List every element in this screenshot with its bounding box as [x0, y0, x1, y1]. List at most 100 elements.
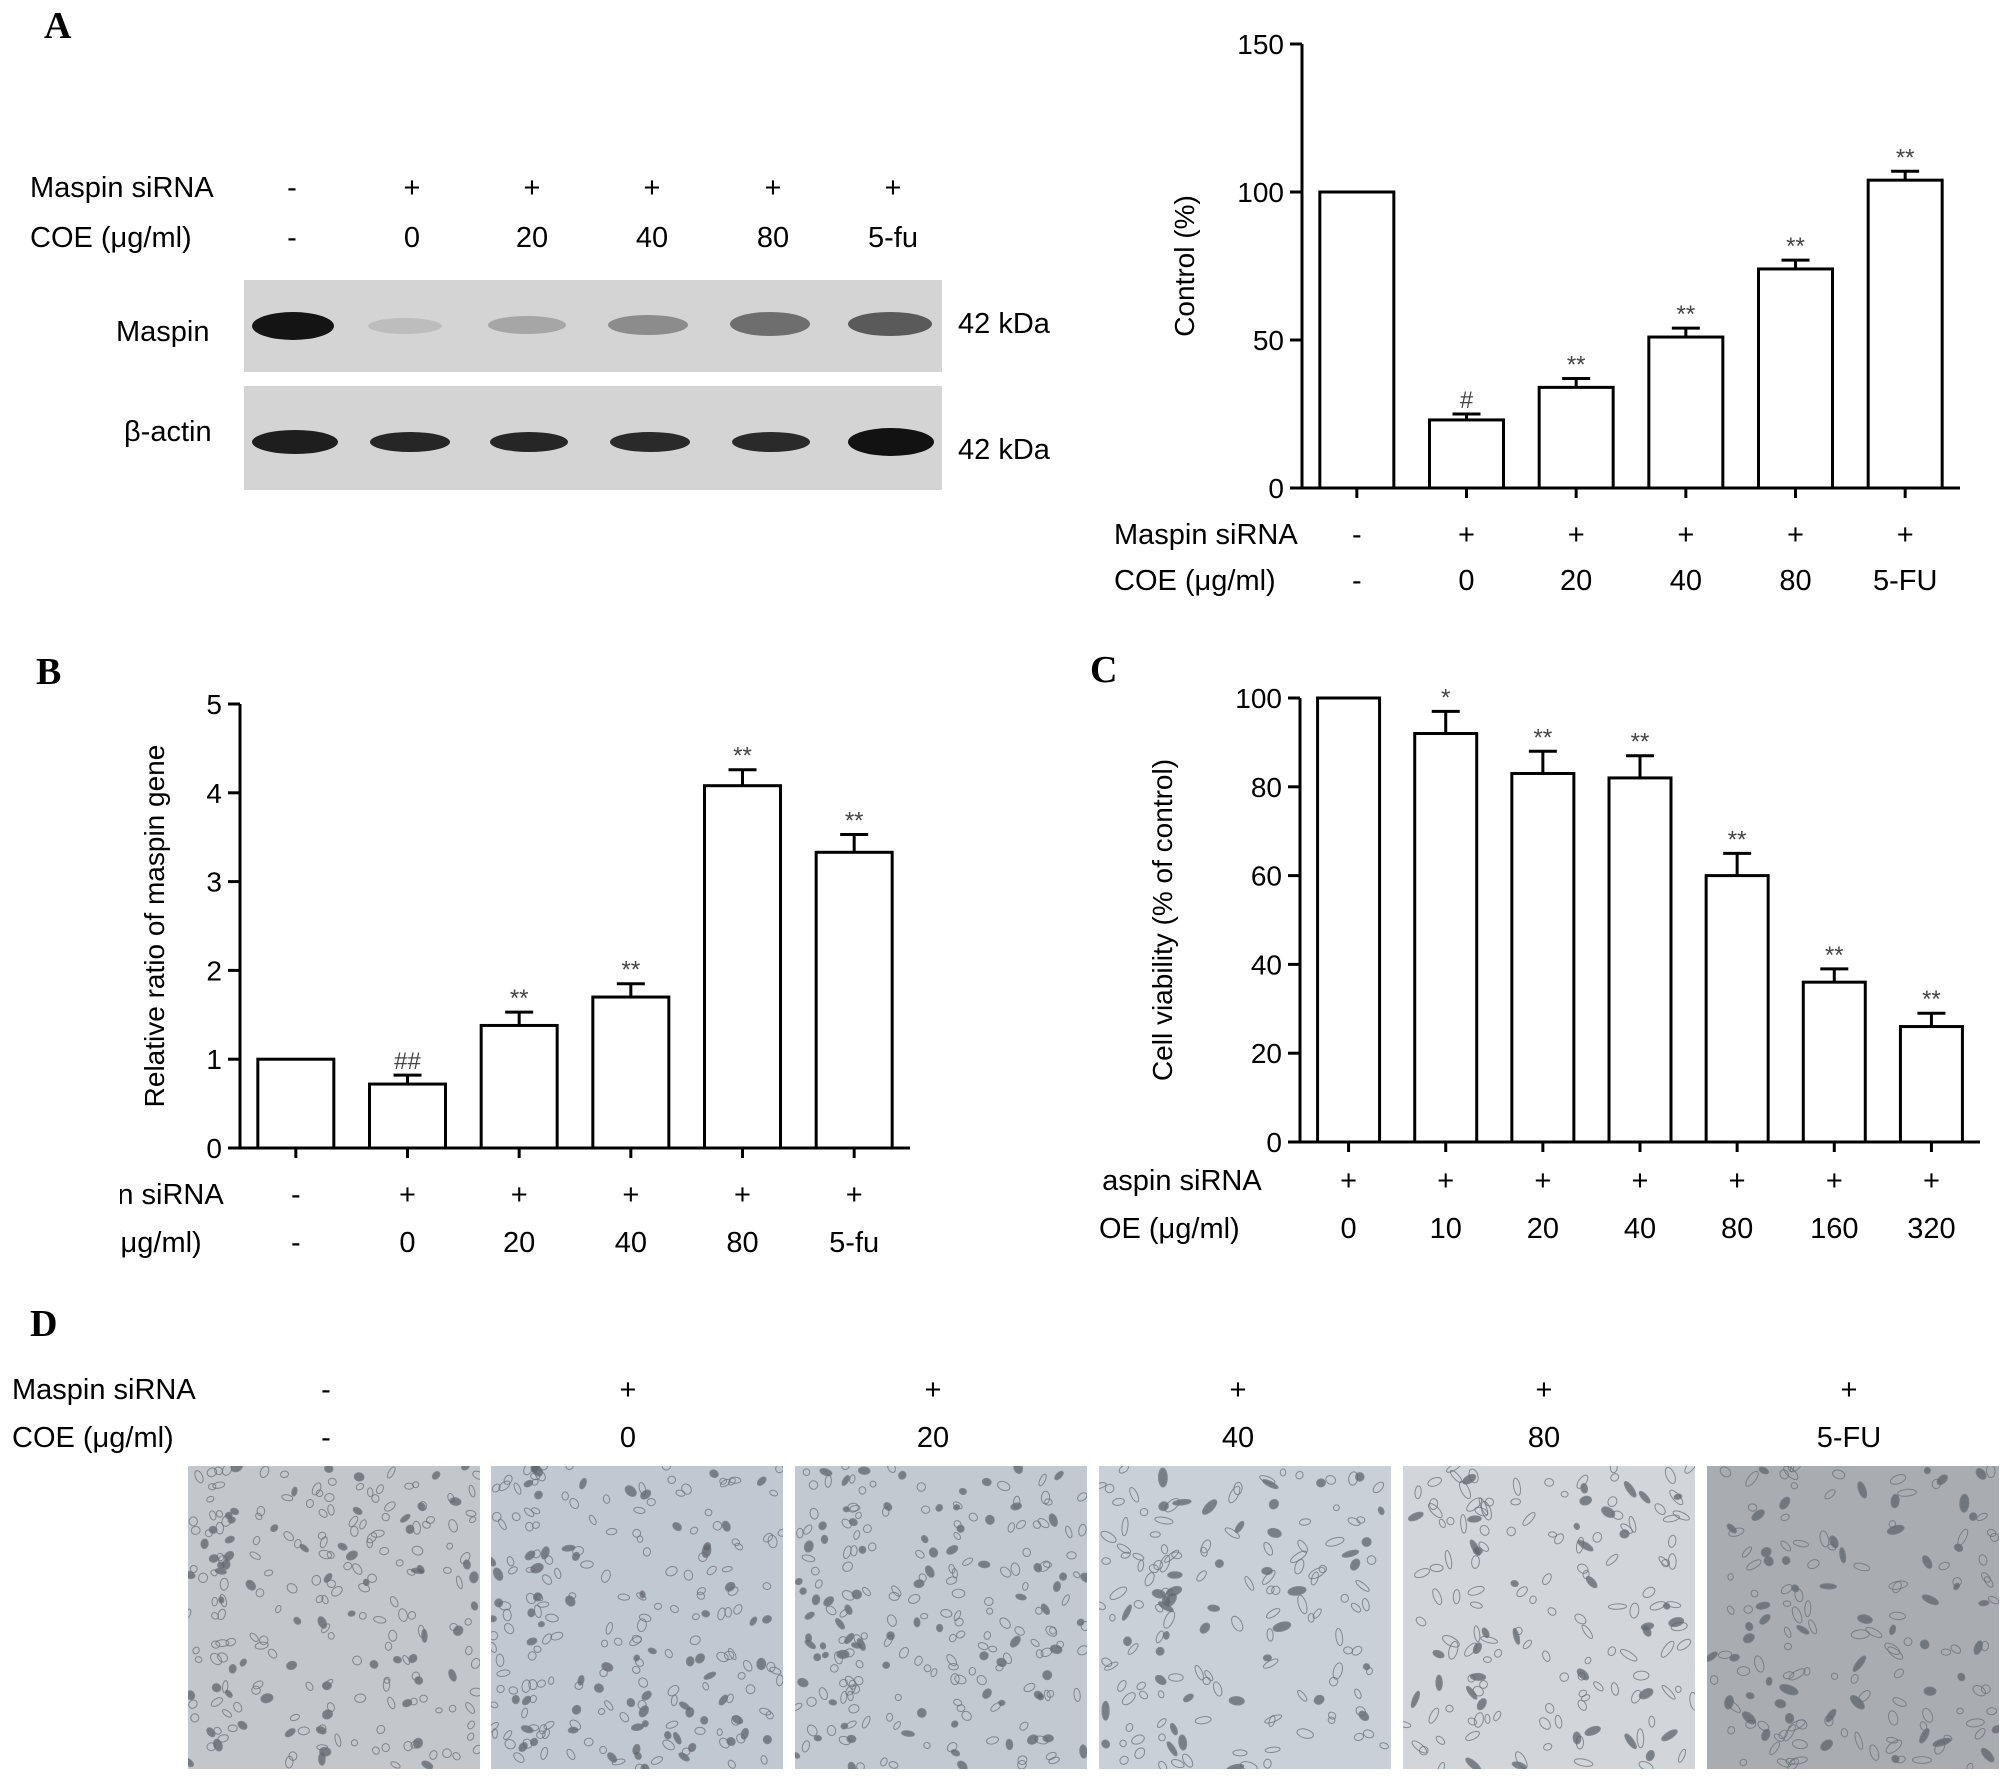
cell-shape [1200, 1539, 1212, 1554]
cell-shape [506, 1556, 515, 1567]
cell-shape [1638, 1490, 1651, 1504]
cell-shape [421, 1760, 434, 1769]
cell-shape [1033, 1690, 1044, 1700]
cell-shape [915, 1549, 925, 1559]
cell-shape [805, 1633, 813, 1643]
cell-shape [1661, 1729, 1678, 1742]
cell-shape [1172, 1498, 1192, 1506]
cell-shape [796, 1527, 804, 1539]
cell-shape [1662, 1514, 1680, 1523]
cell-shape [1481, 1627, 1490, 1639]
cell-shape [1014, 1626, 1025, 1636]
cell-shape [1790, 1482, 1798, 1490]
cell-shape [532, 1521, 540, 1529]
cell-shape [664, 1649, 673, 1659]
coe-cell: 0 [1341, 1213, 1357, 1245]
cell-shape [1015, 1593, 1027, 1601]
cell-shape [958, 1487, 967, 1495]
cell-shape [923, 1664, 932, 1673]
cell-shape [1165, 1585, 1183, 1597]
cell-shape [402, 1698, 413, 1708]
cell-shape [1442, 1635, 1460, 1648]
sirna-cell: + [1340, 1165, 1357, 1197]
bar [591, 995, 671, 1150]
cell-shape [469, 1571, 479, 1584]
cell-shape [359, 1519, 367, 1530]
cell-shape [1719, 1466, 1732, 1478]
cell-shape [288, 1751, 298, 1761]
cell-shape [528, 1724, 540, 1732]
cell-shape [818, 1687, 829, 1701]
cell-shape [1099, 1601, 1106, 1611]
cell-shape [362, 1578, 370, 1587]
cell-shape [527, 1608, 536, 1618]
cell-shape [1515, 1751, 1528, 1769]
cell-shape [1887, 1646, 1904, 1660]
cell-shape [531, 1478, 539, 1486]
cell-shape [946, 1544, 959, 1555]
cell-shape [548, 1676, 555, 1685]
cell-shape [1066, 1551, 1077, 1560]
y-tick-label: 50 [1253, 325, 1284, 356]
cell-shape [412, 1481, 420, 1489]
cell-shape [841, 1466, 850, 1471]
cell-shape [1168, 1673, 1184, 1682]
cell-shape [389, 1596, 399, 1608]
cell-shape [811, 1594, 821, 1606]
cell-shape [1366, 1667, 1373, 1676]
cell-shape [802, 1468, 811, 1476]
cell-shape [733, 1604, 743, 1615]
cell-shape [472, 1744, 480, 1755]
cell-shape [521, 1707, 529, 1719]
cell-shape [442, 1748, 452, 1759]
cell-shape [956, 1630, 966, 1639]
cell-shape [706, 1565, 717, 1576]
cell-shape [1957, 1528, 1969, 1546]
cell-shape [422, 1520, 431, 1529]
y-tick-label: 60 [1251, 861, 1282, 892]
cell-shape [820, 1534, 829, 1545]
cell-shape [411, 1545, 424, 1556]
cell-shape [1017, 1760, 1027, 1769]
cell-shape [188, 1757, 194, 1768]
cell-shape [638, 1613, 652, 1623]
cell-shape [1403, 1721, 1412, 1729]
coe-cell: 0 [1458, 565, 1474, 597]
cell-shape [215, 1521, 225, 1535]
cell-shape [508, 1566, 518, 1575]
cell-shape [1327, 1716, 1336, 1724]
cell-shape [1127, 1643, 1139, 1655]
cell-shape [449, 1497, 462, 1506]
cell-shape [417, 1624, 426, 1639]
cell-shape [222, 1680, 229, 1694]
sirna-cell: + [1632, 1165, 1649, 1197]
cell-shape [322, 1678, 334, 1689]
cell-shape [631, 1665, 641, 1674]
cell-shape [1573, 1758, 1594, 1767]
cell-shape [672, 1522, 682, 1532]
cell-shape [1790, 1756, 1808, 1765]
cell-shape [1785, 1757, 1796, 1766]
cell-shape [858, 1486, 867, 1495]
cell-shape [1576, 1668, 1590, 1681]
micro-sirna-cell: + [1840, 1374, 1858, 1406]
cell-shape [829, 1664, 839, 1673]
cell-shape [348, 1515, 359, 1528]
sirna-cell: - [1352, 519, 1362, 551]
cell-shape [844, 1675, 856, 1688]
cell-shape [230, 1507, 240, 1516]
cell-shape [208, 1554, 219, 1563]
cell-shape [1467, 1585, 1485, 1596]
cell-shape [1264, 1714, 1283, 1724]
cell-shape [496, 1684, 505, 1694]
cell-shape [701, 1544, 712, 1558]
cell-shape [198, 1572, 209, 1583]
cell-shape [504, 1739, 516, 1750]
cell-shape [599, 1745, 608, 1755]
cell-shape [1779, 1469, 1789, 1480]
cell-shape [189, 1565, 198, 1573]
cell-shape [1966, 1718, 1985, 1728]
cell-shape [371, 1746, 380, 1755]
cell-shape [1554, 1533, 1564, 1545]
cell-shape [1727, 1726, 1736, 1735]
